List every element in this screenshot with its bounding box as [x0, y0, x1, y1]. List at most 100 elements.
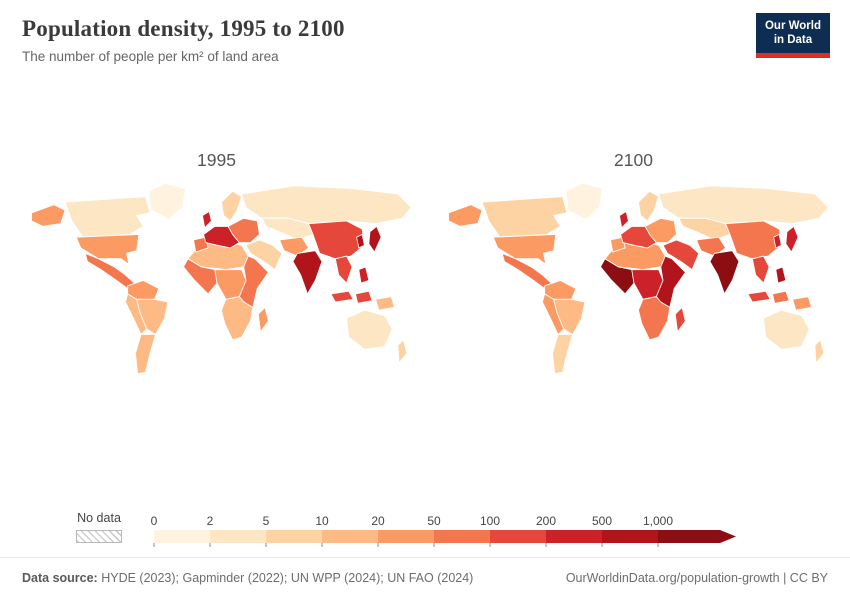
region-china[interactable]: [307, 220, 365, 260]
legend-scale: 0 2 5 10 20 50 100 200 500 1,000: [151, 514, 736, 547]
region-iran[interactable]: [278, 236, 309, 257]
footer: Data source: HYDE (2023); Gapminder (202…: [0, 557, 850, 600]
region-middle-east[interactable]: [244, 239, 282, 271]
region-canada[interactable]: [481, 196, 568, 238]
region-japan[interactable]: [367, 225, 382, 253]
region-kazakhstan[interactable]: [260, 217, 314, 241]
region-korea[interactable]: [355, 233, 365, 249]
legend-tick-label: 0: [151, 514, 158, 528]
owid-logo[interactable]: Our World in Data: [755, 13, 830, 58]
region-scandinavia[interactable]: [637, 190, 659, 222]
world-map-1995[interactable]: [16, 175, 418, 425]
region-indonesia-east[interactable]: [354, 290, 373, 304]
region-papua[interactable]: [374, 296, 395, 311]
region-iberia[interactable]: [192, 236, 209, 253]
legend-tick-label: 1,000: [643, 514, 673, 528]
legend-tick-label: 2: [207, 514, 214, 528]
region-indonesia-west[interactable]: [329, 290, 354, 303]
region-iran[interactable]: [695, 236, 726, 257]
map-year-label-1995: 1995: [197, 150, 236, 170]
maps-row: 1995: [8, 150, 842, 430]
legend-bin[interactable]: [546, 530, 602, 543]
map-figure-1995: 1995: [8, 150, 425, 430]
region-argentina[interactable]: [134, 333, 156, 375]
legend-color-bar[interactable]: [154, 530, 736, 543]
region-philippines[interactable]: [357, 266, 369, 284]
region-usa[interactable]: [492, 233, 556, 266]
legend-bin[interactable]: [154, 530, 210, 543]
no-data-label: No data: [77, 511, 121, 525]
region-peru[interactable]: [124, 293, 147, 336]
region-iberia[interactable]: [609, 236, 626, 253]
region-southern-africa[interactable]: [220, 296, 253, 341]
legend-tick-label: 5: [263, 514, 270, 528]
region-madagascar[interactable]: [257, 306, 269, 333]
legend-bin[interactable]: [434, 530, 490, 543]
region-new-zealand[interactable]: [396, 339, 407, 364]
region-new-zealand[interactable]: [813, 339, 824, 364]
region-australia[interactable]: [345, 309, 393, 350]
region-canada[interactable]: [64, 196, 151, 238]
legend-tick-label: 200: [536, 514, 556, 528]
legend-bin[interactable]: [490, 530, 546, 543]
region-papua[interactable]: [791, 296, 812, 311]
region-southeast-asia[interactable]: [334, 255, 353, 284]
region-madagascar[interactable]: [674, 306, 686, 333]
region-india[interactable]: [708, 250, 739, 295]
no-data-swatch: [76, 530, 122, 543]
region-middle-east[interactable]: [661, 239, 699, 271]
page-subtitle: The number of people per km² of land are…: [22, 49, 279, 64]
legend-arrow[interactable]: [658, 530, 736, 543]
world-map-2100[interactable]: [433, 175, 835, 425]
map-year-label-2100: 2100: [614, 150, 653, 170]
region-greenland[interactable]: [564, 182, 603, 221]
legend-bin[interactable]: [602, 530, 658, 543]
legend-tick-label: 100: [480, 514, 500, 528]
region-indonesia-west[interactable]: [746, 290, 771, 303]
legend-no-data: No data: [76, 511, 122, 550]
region-scandinavia[interactable]: [220, 190, 242, 222]
header: Population density, 1995 to 2100 The num…: [0, 0, 850, 64]
data-source-list: HYDE (2023); Gapminder (2022); UN WPP (2…: [97, 571, 474, 585]
region-east-africa[interactable]: [238, 255, 269, 309]
legend-bin[interactable]: [210, 530, 266, 543]
region-southeast-asia[interactable]: [751, 255, 770, 284]
region-usa[interactable]: [75, 233, 139, 266]
region-southern-africa[interactable]: [637, 296, 670, 341]
region-australia[interactable]: [762, 309, 810, 350]
region-alaska[interactable]: [447, 204, 483, 227]
region-peru[interactable]: [541, 293, 564, 336]
owid-logo-line1: Our World: [764, 20, 821, 32]
region-kazakhstan[interactable]: [677, 217, 731, 241]
region-uk[interactable]: [201, 210, 212, 229]
data-source-label: Data source:: [22, 571, 98, 585]
owid-link[interactable]: OurWorldinData.org/population-growth | C…: [565, 571, 828, 585]
map-figure-2100: 2100: [425, 150, 842, 430]
region-west-africa[interactable]: [599, 258, 634, 295]
page-title: Population density, 1995 to 2100: [22, 16, 345, 41]
region-east-europe[interactable]: [227, 217, 260, 244]
region-india[interactable]: [291, 250, 322, 295]
color-legend: No data 0 2 5 10 20 50 100 200 500 1,000: [76, 511, 748, 550]
region-east-africa[interactable]: [655, 255, 686, 309]
region-uk[interactable]: [618, 210, 629, 229]
region-west-africa[interactable]: [182, 258, 217, 295]
region-philippines[interactable]: [774, 266, 786, 284]
legend-bin[interactable]: [322, 530, 378, 543]
region-indonesia-east[interactable]: [771, 290, 790, 304]
region-alaska[interactable]: [30, 204, 66, 227]
legend-bin[interactable]: [266, 530, 322, 543]
legend-tick-labels: 0 2 5 10 20 50 100 200 500 1,000: [151, 514, 674, 528]
legend-bin[interactable]: [378, 530, 434, 543]
owid-logo-line2: in Data: [773, 34, 813, 47]
region-east-europe[interactable]: [644, 217, 677, 244]
region-china[interactable]: [724, 220, 782, 260]
legend-tick-label: 20: [371, 514, 385, 528]
legend-tick-label: 50: [427, 514, 441, 528]
region-greenland[interactable]: [147, 182, 186, 221]
region-korea[interactable]: [772, 233, 782, 249]
region-argentina[interactable]: [551, 333, 573, 375]
legend-tick-label: 10: [315, 514, 329, 528]
region-japan[interactable]: [784, 225, 799, 253]
